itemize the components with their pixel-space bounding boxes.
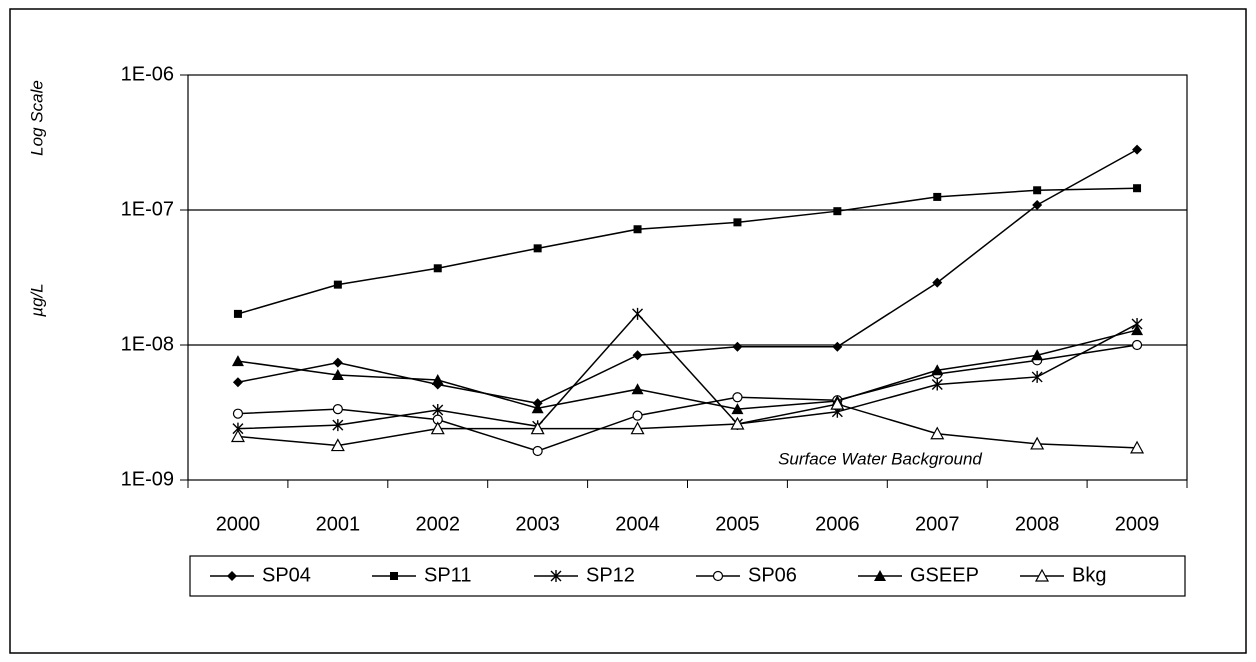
axis-label: µg/L <box>27 283 46 317</box>
marker <box>830 396 845 410</box>
marker <box>431 374 444 386</box>
frame <box>9 8 1247 654</box>
marker <box>730 416 745 430</box>
marker <box>530 421 545 435</box>
marker <box>232 377 243 388</box>
marker <box>227 571 237 581</box>
marker <box>231 355 244 367</box>
series-line <box>237 344 1138 452</box>
marker <box>332 419 344 432</box>
series-line <box>237 187 1138 315</box>
marker <box>631 383 644 395</box>
marker <box>733 218 742 227</box>
marker <box>531 402 544 414</box>
marker <box>333 280 342 289</box>
marker <box>732 392 743 403</box>
marker <box>550 570 562 582</box>
marker <box>833 207 842 216</box>
axis-label: Log Scale <box>27 80 46 156</box>
marker <box>430 421 445 435</box>
marker <box>732 341 743 352</box>
y-tick-label: 1E-09 <box>121 468 174 490</box>
annotation: Surface Water Background <box>778 449 982 468</box>
marker <box>712 570 724 582</box>
marker <box>233 309 242 318</box>
marker <box>933 192 942 201</box>
marker <box>232 408 244 419</box>
marker <box>832 341 843 352</box>
marker <box>1132 144 1143 155</box>
marker <box>330 438 345 452</box>
marker <box>433 264 442 273</box>
x-tick-label: 2002 <box>416 513 461 535</box>
x-tick-label: 2008 <box>1015 513 1060 535</box>
legend-label: SP06 <box>748 564 797 586</box>
marker <box>931 378 943 391</box>
x-tick-label: 2001 <box>316 513 361 535</box>
marker <box>931 364 944 376</box>
marker <box>1131 339 1143 351</box>
marker <box>1130 440 1145 454</box>
marker <box>630 421 645 435</box>
x-tick-label: 2003 <box>515 513 560 535</box>
marker <box>332 404 343 415</box>
y-tick-label: 1E-08 <box>121 333 174 355</box>
marker <box>331 368 344 380</box>
legend-label: SP12 <box>586 564 635 586</box>
legend-label: GSEEP <box>910 564 979 586</box>
y-tick-label: 1E-07 <box>121 198 174 220</box>
marker <box>1034 568 1050 582</box>
marker <box>632 307 644 320</box>
x-tick-label: 2004 <box>615 513 660 535</box>
legend-label: SP04 <box>262 564 311 586</box>
x-tick-label: 2007 <box>915 513 960 535</box>
legend-label: Bkg <box>1072 564 1106 586</box>
marker <box>1030 436 1045 450</box>
series-line <box>237 329 1138 410</box>
marker <box>731 403 744 415</box>
series-line <box>237 403 1138 449</box>
y-tick-label: 1E-06 <box>121 63 174 85</box>
marker <box>390 572 398 580</box>
marker <box>932 277 943 288</box>
marker <box>633 225 642 234</box>
marker <box>632 350 643 361</box>
legend-label: SP11 <box>424 564 471 586</box>
marker <box>533 244 542 253</box>
x-tick-label: 2006 <box>815 513 860 535</box>
x-tick-label: 2009 <box>1115 513 1160 535</box>
series-line <box>237 148 1138 405</box>
x-tick-label: 2000 <box>216 513 261 535</box>
marker <box>1031 349 1044 361</box>
marker <box>1032 199 1043 210</box>
marker <box>230 429 245 443</box>
marker <box>532 445 543 457</box>
marker <box>930 426 945 440</box>
marker <box>1133 184 1142 193</box>
marker <box>432 404 444 417</box>
marker <box>1033 186 1042 195</box>
marker <box>1131 324 1144 336</box>
marker <box>632 410 643 421</box>
series-line <box>237 312 1138 430</box>
marker <box>874 570 886 581</box>
marker <box>1031 370 1043 383</box>
x-tick-label: 2005 <box>715 513 760 535</box>
legend-box <box>189 555 1186 597</box>
marker <box>332 357 343 368</box>
